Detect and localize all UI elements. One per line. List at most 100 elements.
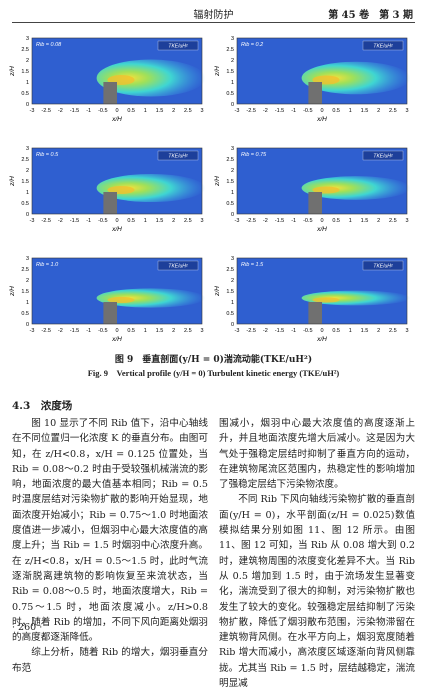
plume [96,173,206,203]
x-tick-label: 0.5 [127,218,135,224]
x-tick-label: -0.5 [98,328,107,334]
y-tick-label: 0 [26,212,29,218]
y-tick-label: 1 [26,300,29,306]
x-tick-label: -1.5 [70,328,79,334]
section-heading: 4.3 浓度场 [12,400,73,412]
x-tick-label: -0.5 [303,218,312,224]
x-tick-label: -0.5 [303,108,312,114]
x-tick-label: 1 [144,328,147,334]
x-tick-label: 3 [200,328,203,334]
legend-title: TKE/uH² [168,154,188,160]
y-tick-label: 0 [231,102,234,108]
paragraph: 围减小，烟羽中心最大浓度值的高度逐渐上升，并且地面浓度先增大后减小。这是因为大气… [219,418,415,491]
x-tick-label: 2 [172,218,175,224]
x-tick-label: -2 [263,218,268,224]
x-tick-label: 1 [144,218,147,224]
y-tick-label: 1.5 [21,289,29,295]
building [308,302,322,324]
y-tick-label: 3 [231,146,234,152]
frame [236,257,408,325]
caption-cn: 图 9 垂直剖面(y/H = 0)湍流动能(TKE/uH²) [114,355,313,365]
x-tick-label: -1 [86,218,91,224]
y-tick-label: 2.5 [21,47,29,53]
paragraph: 不同 Rib 下风向轴线污染物扩散的垂直剖面(y/H = 0)，水平剖面(z/H… [219,494,415,690]
panel-label: Rib = 1.0 [36,262,59,268]
y-tick-label: 0.5 [21,201,29,207]
x-tick-label: -2.5 [41,218,50,224]
y-axis-label: z/H [9,176,16,187]
x-tick-label: -3 [235,108,240,114]
x-tick-label: 1 [349,218,352,224]
y-tick-label: 1 [231,80,234,86]
x-tick-label: -2 [263,328,268,334]
y-tick-label: 1 [26,190,29,196]
x-tick-label: -1.5 [275,218,284,224]
y-tick-label: 2.5 [226,267,234,273]
x-tick-label: 2.5 [389,108,397,114]
x-tick-label: 1 [144,108,147,114]
panel-label: Rib = 1.5 [241,262,264,268]
legend-box [157,150,199,161]
x-tick-label: -2 [58,108,63,114]
plume [301,176,411,200]
x-tick-label: 3 [200,108,203,114]
y-axis-label: z/H [214,286,221,297]
x-tick-label: 1.5 [156,328,164,334]
x-tick-label: 2.5 [389,218,397,224]
x-tick-label: -1.5 [275,108,284,114]
plume [96,59,206,97]
frame [236,147,408,215]
x-tick-label: 2.5 [184,218,192,224]
frame [31,257,203,325]
right-column: 围减小，烟羽中心最大浓度值的高度逐渐上升，并且地面浓度先增大后减小。这是因为大气… [219,416,415,691]
y-tick-label: 2 [231,278,234,284]
y-tick-label: 0.5 [21,311,29,317]
x-tick-label: -0.5 [303,328,312,334]
legend-title: TKE/uH² [168,264,188,270]
x-tick-label: -2.5 [41,108,50,114]
x-axis-label: x/H [111,336,122,343]
y-tick-label: 1.5 [226,179,234,185]
y-tick-label: 1.5 [226,289,234,295]
x-tick-label: 1.5 [361,328,369,334]
y-tick-label: 2 [26,278,29,284]
issue: 第 45 卷 第 3 期 [328,10,413,21]
y-tick-label: 0.5 [226,311,234,317]
y-tick-label: 2 [231,168,234,174]
building [103,82,117,104]
x-tick-label: 3 [200,218,203,224]
panel-label: Rib = 0.2 [241,42,263,48]
frame [31,147,203,215]
y-tick-label: 3 [26,256,29,262]
x-tick-label: 2.5 [184,328,192,334]
y-tick-label: 3 [231,36,234,42]
legend-box [157,260,199,271]
x-tick-label: 1.5 [156,218,164,224]
y-tick-label: 1 [231,190,234,196]
x-axis-label: x/H [316,226,327,233]
x-tick-label: -1.5 [70,108,79,114]
y-tick-label: 1 [231,300,234,306]
plume-core [312,297,340,303]
x-tick-label: -3 [30,108,35,114]
x-tick-label: 1.5 [361,218,369,224]
x-tick-label: 0 [320,328,323,334]
x-tick-label: 3 [405,218,408,224]
page: {"header":{"journal":"辐射防护","issue":"第 4… [9,10,415,690]
y-tick-label: 2.5 [21,157,29,163]
x-tick-label: 0 [115,328,118,334]
x-tick-label: 0.5 [127,108,135,114]
building [103,302,117,324]
x-tick-label: 1.5 [361,108,369,114]
y-tick-label: 2.5 [21,267,29,273]
y-tick-label: 2 [231,58,234,64]
y-tick-label: 0.5 [226,201,234,207]
y-tick-label: 1 [26,80,29,86]
legend-box [362,40,404,51]
y-tick-label: 0 [231,212,234,218]
y-tick-label: 0.5 [226,91,234,97]
